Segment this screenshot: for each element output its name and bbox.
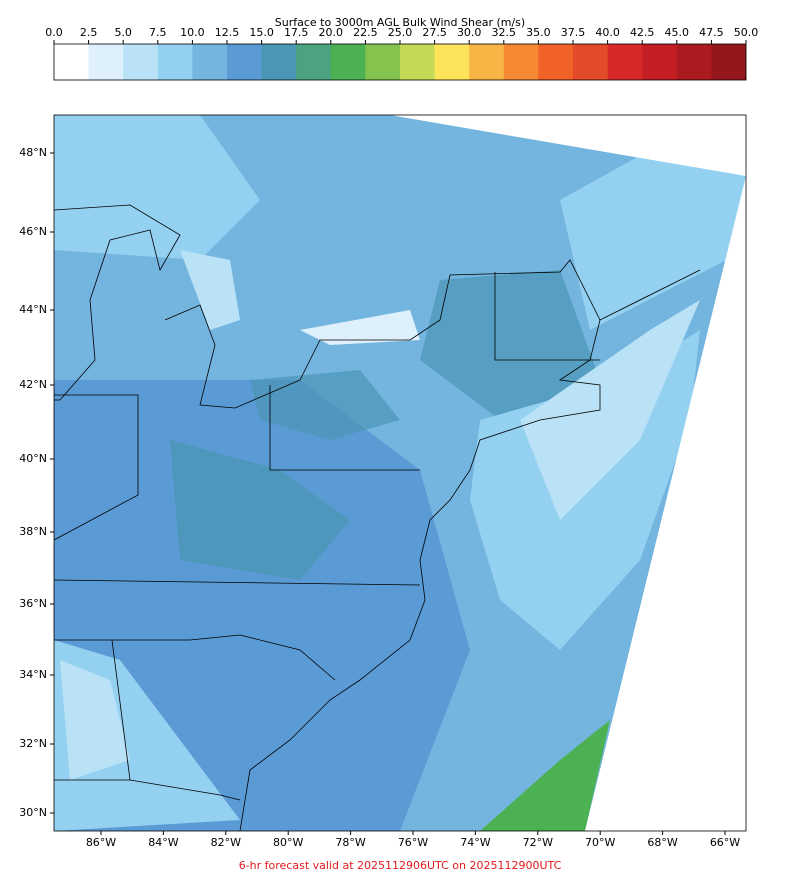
lat-label: 40°N [19, 452, 47, 465]
colorbar-cell [365, 44, 401, 80]
lon-label: 76°W [398, 836, 428, 849]
coastlines [54, 204, 701, 831]
colorbar-tick-label: 47.5 [699, 26, 724, 39]
lon-label: 80°W [273, 836, 303, 849]
colorbar-cell [88, 44, 124, 80]
lat-label: 44°N [19, 303, 47, 316]
lat-label: 36°N [19, 597, 47, 610]
colorbar-tick-label: 30.0 [457, 26, 482, 39]
lon-label: 74°W [460, 836, 490, 849]
lat-label: 48°N [19, 146, 47, 159]
colorbar-tick-label: 2.5 [80, 26, 98, 39]
lat-label: 34°N [19, 668, 47, 681]
colorbar-tick-label: 20.0 [319, 26, 344, 39]
colorbar-cell [227, 44, 262, 80]
lon-label: 68°W [647, 836, 677, 849]
colorbar [54, 44, 747, 80]
footer: 6-hr forecast valid at 2025112906UTC on … [239, 859, 562, 872]
colorbar-cell [157, 44, 193, 80]
map-field [54, 115, 746, 831]
colorbar-tick-label: 50.0 [734, 26, 759, 39]
lon-label: 82°W [211, 836, 241, 849]
colorbar-tick-label: 7.5 [149, 26, 167, 39]
lat-label: 42°N [19, 378, 47, 391]
colorbar-cell [330, 44, 366, 80]
lon-label: 66°W [710, 836, 740, 849]
lon-label: 78°W [335, 836, 365, 849]
colorbar-tick-label: 15.0 [249, 26, 274, 39]
colorbar-tick-label: 0.0 [45, 26, 63, 39]
colorbar-cell [469, 44, 505, 80]
lon-label: 84°W [148, 836, 178, 849]
colorbar-cell [192, 44, 228, 80]
colorbar-tick-label: 17.5 [284, 26, 309, 39]
colorbar-cell [54, 44, 89, 80]
colorbar-cell [400, 44, 435, 80]
colorbar-cell [538, 44, 574, 80]
colorbar-cell [711, 44, 747, 80]
colorbar-tick-label: 25.0 [388, 26, 413, 39]
lat-label: 46°N [19, 225, 47, 238]
colorbar-tick-label: 5.0 [114, 26, 132, 39]
lon-label: 70°W [585, 836, 615, 849]
lon-label: 86°W [86, 836, 116, 849]
colorbar-tick-label: 42.5 [630, 26, 655, 39]
colorbar-cell [503, 44, 539, 80]
colorbar-cell [261, 44, 297, 80]
colorbar-tick-label: 40.0 [595, 26, 620, 39]
colorbar-cell [573, 44, 608, 80]
colorbar-tick-label: 22.5 [353, 26, 378, 39]
colorbar-tick-label: 10.0 [180, 26, 205, 39]
colorbar-tick-label: 37.5 [561, 26, 586, 39]
colorbar-tick-label: 35.0 [526, 26, 551, 39]
colorbar-tick-label: 12.5 [215, 26, 240, 39]
colorbar-cell [676, 44, 712, 80]
colorbar-cell [642, 44, 678, 80]
lat-label: 38°N [19, 525, 47, 538]
colorbar-cell [607, 44, 643, 80]
colorbar-tick-label: 45.0 [665, 26, 690, 39]
colorbar-tick-label: 27.5 [422, 26, 447, 39]
colorbar-tick-label: 32.5 [492, 26, 517, 39]
lat-label: 30°N [19, 806, 47, 819]
lon-label: 72°W [523, 836, 553, 849]
colorbar-cell [434, 44, 470, 80]
colorbar-cell [123, 44, 159, 80]
colorbar-cell [296, 44, 332, 80]
map-frame [53, 114, 747, 832]
colorbar-title: Surface to 3000m AGL Bulk Wind Shear (m/… [275, 16, 525, 29]
lat-label: 32°N [19, 737, 47, 750]
